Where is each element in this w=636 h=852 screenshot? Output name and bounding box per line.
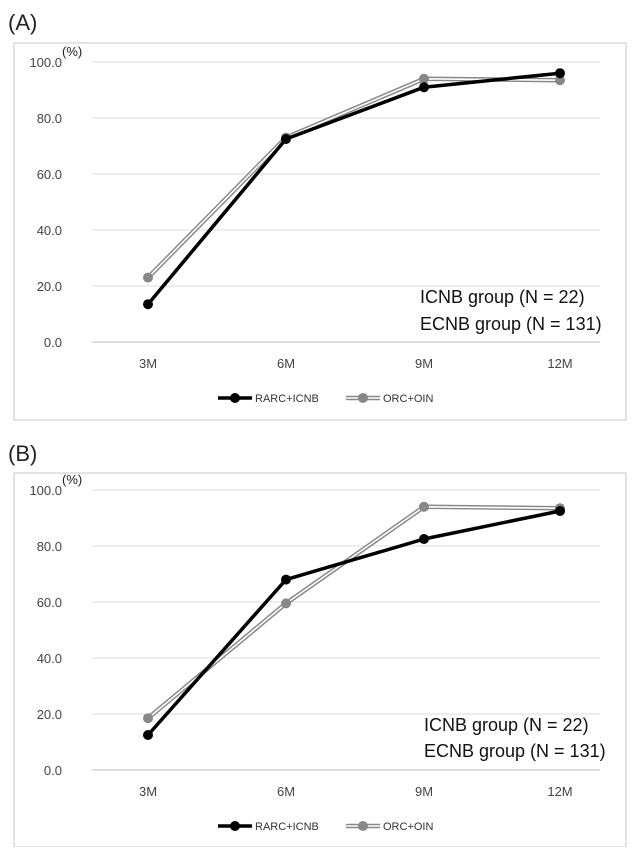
chart-frame <box>13 472 627 848</box>
legend-swatch-marker <box>358 393 368 403</box>
series-line-inner <box>147 78 561 279</box>
y-tick-label: 80.0 <box>37 111 62 126</box>
unit-label: (%) <box>62 472 82 487</box>
data-point <box>555 506 565 516</box>
legend-swatch-marker <box>358 821 368 831</box>
x-tick-label: 12M <box>547 356 572 371</box>
series-line-inner <box>147 506 561 719</box>
legend-label: RARC+ICNB <box>255 393 319 405</box>
y-tick-label: 80.0 <box>37 539 62 554</box>
legend: RARC+ICNB ORC+OIN <box>218 393 433 405</box>
x-tick-label: 6M <box>277 784 295 799</box>
series-line <box>146 504 561 720</box>
legend-label: ORC+OIN <box>383 821 433 833</box>
y-tick-label: 20.0 <box>37 279 62 294</box>
y-tick-label: 0.0 <box>44 763 62 778</box>
legend: RARC+ICNB ORC+OIN <box>218 821 433 833</box>
y-tick-label: 60.0 <box>37 167 62 182</box>
y-tick-label: 0.0 <box>44 335 62 350</box>
annotation-text: ICNB group (N = 22) <box>420 287 585 307</box>
data-point <box>555 75 565 86</box>
series-rarc-icnb <box>143 68 565 310</box>
data-point <box>419 73 429 84</box>
y-tick-label: 100.0 <box>29 483 62 498</box>
data-point <box>143 272 153 283</box>
legend-swatch-marker <box>230 821 240 831</box>
data-point <box>143 730 153 740</box>
unit-label: (%) <box>62 44 82 59</box>
data-point <box>419 501 429 512</box>
x-tick-label: 9M <box>415 356 433 371</box>
legend-label: ORC+OIN <box>383 393 433 405</box>
panel-label: (B) <box>8 441 37 466</box>
data-point <box>419 82 429 93</box>
data-point <box>281 134 291 144</box>
series-rarc-icnb <box>143 506 565 740</box>
annotation-text: ECNB group (N = 131) <box>424 741 606 761</box>
data-point <box>555 68 565 79</box>
data-point <box>281 574 291 585</box>
x-tick-label: 9M <box>415 784 433 799</box>
data-point <box>143 299 153 310</box>
annotation-text: ECNB group (N = 131) <box>420 314 602 334</box>
legend-label: RARC+ICNB <box>255 821 319 833</box>
chart-panel-b: (B) 0.0 20.0 40.0 60.0 80.0 100.0(%) 3M 6M 9M 12M I… <box>8 441 627 848</box>
legend-swatch-marker <box>230 393 240 403</box>
series-orc-oin <box>143 501 565 724</box>
x-tick-label: 6M <box>277 356 295 371</box>
data-point <box>281 598 291 609</box>
chart-frame <box>13 42 627 421</box>
y-tick-label: 20.0 <box>37 707 62 722</box>
series-line <box>146 509 561 737</box>
x-tick-label: 12M <box>547 784 572 799</box>
x-tick-label: 3M <box>139 356 157 371</box>
y-tick-label: 40.0 <box>37 223 62 238</box>
y-tick-label: 100.0 <box>29 55 62 70</box>
series-orc-oin <box>143 73 565 283</box>
data-point <box>419 534 429 544</box>
annotation-text: ICNB group (N = 22) <box>424 715 589 735</box>
data-point <box>143 713 153 724</box>
y-tick-label: 40.0 <box>37 651 62 666</box>
chart-panel-a: (A) 0.0 20.0 40.0 60.0 80.0 100.0(%) 3M 6M 9M 12M I… <box>8 10 627 421</box>
series-line <box>146 71 561 306</box>
y-tick-label: 60.0 <box>37 595 62 610</box>
panel-label: (A) <box>8 10 37 35</box>
x-tick-label: 3M <box>139 784 157 799</box>
